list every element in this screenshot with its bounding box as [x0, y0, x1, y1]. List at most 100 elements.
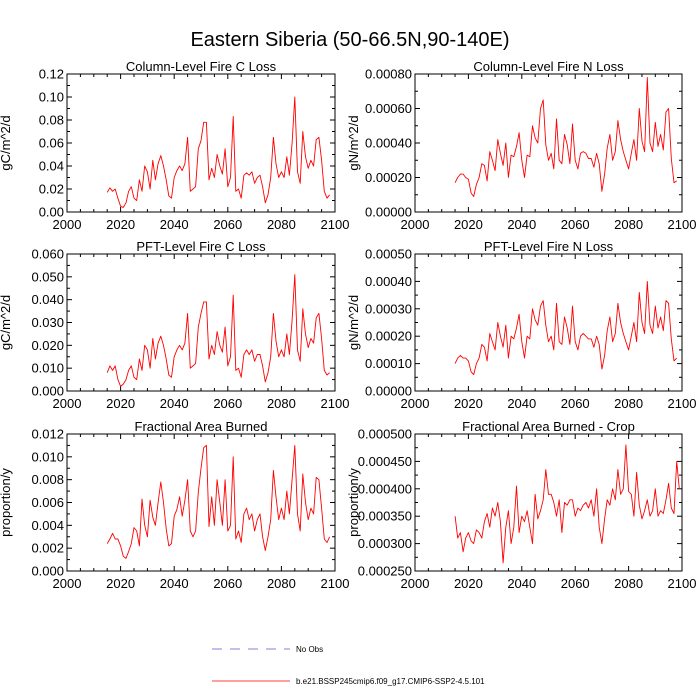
series-line — [454, 77, 677, 197]
panel-3: PFT-Level Fire C Loss gC/m^2/d 0.000 0.010 0… — [0, 239, 349, 411]
x-tick-label: 2060 — [213, 396, 242, 411]
y-tick-label: 0.020 — [31, 338, 64, 353]
y-tick-label: 0.006 — [31, 495, 64, 510]
x-tick-label: 2100 — [668, 217, 697, 232]
legend-model-label: b.e21.BSSP245cmip6.f09_g17.CMIP6-SSP2-4.… — [296, 677, 485, 686]
y-tick-label: 0.008 — [31, 472, 64, 487]
x-tick-label: 2060 — [213, 576, 242, 591]
y-axis-label: gN/m^2/d — [346, 295, 361, 350]
y-tick-label: 0.10 — [39, 90, 64, 105]
y-tick-label: 0.060 — [31, 247, 64, 262]
y-tick-label: 0.000300 — [358, 536, 412, 551]
y-tick-label: 0.030 — [31, 315, 64, 330]
x-tick-label: 2080 — [614, 217, 643, 232]
y-tick-label: 0.00080 — [365, 67, 412, 82]
y-tick-label: 0.010 — [31, 449, 64, 464]
y-tick-label: 0.050 — [31, 269, 64, 284]
y-tick-label: 0.00020 — [365, 329, 412, 344]
x-tick-label: 2000 — [401, 576, 430, 591]
x-tick-label: 2080 — [614, 576, 643, 591]
y-tick-label: 0.08 — [39, 113, 64, 128]
y-tick-label: 0.000250 — [358, 564, 412, 579]
y-tick-label: 0.000 — [31, 564, 64, 579]
y-tick-label: 0.00 — [39, 205, 64, 220]
y-tick-label: 0.00010 — [365, 356, 412, 371]
x-tick-label: 2020 — [106, 396, 135, 411]
y-axis-label: gC/m^2/d — [0, 295, 13, 350]
panel-6: Fractional Area Burned - Crop proportion/… — [346, 419, 696, 591]
x-tick-label: 2000 — [53, 217, 82, 232]
x-tick-label: 2100 — [668, 576, 697, 591]
panel-title: Fractional Area Burned — [135, 419, 268, 434]
y-tick-label: 0.004 — [31, 518, 64, 533]
panel-frame — [414, 73, 683, 213]
x-tick-label: 2060 — [561, 217, 590, 232]
y-axis-label: proportion/y — [346, 468, 361, 537]
legend: No Obs b.e21.BSSP245cmip6.f09_g17.CMIP6-… — [212, 645, 485, 686]
panel-title: Column-Level Fire C Loss — [126, 59, 277, 74]
x-tick-label: 2100 — [321, 396, 350, 411]
panel-1: Column-Level Fire C Loss gC/m^2/d 0.00 0.02… — [0, 59, 349, 232]
panel-title: PFT-Level Fire N Loss — [484, 239, 614, 254]
series-line — [106, 274, 330, 387]
y-axis-label: gN/m^2/d — [346, 115, 361, 170]
y-tick-label: 0.040 — [31, 292, 64, 307]
y-tick-label: 0.00030 — [365, 301, 412, 316]
y-tick-label: 0.00040 — [365, 136, 412, 151]
y-tick-label: 0.02 — [39, 182, 64, 197]
y-tick-label: 0.000450 — [358, 454, 412, 469]
series-line — [106, 96, 330, 208]
x-tick-label: 2040 — [160, 217, 189, 232]
panel-title: PFT-Level Fire C Loss — [136, 239, 266, 254]
x-tick-label: 2040 — [160, 576, 189, 591]
y-tick-label: 0.010 — [31, 361, 64, 376]
x-tick-label: 2060 — [561, 576, 590, 591]
x-tick-label: 2060 — [213, 217, 242, 232]
y-tick-label: 0.12 — [39, 67, 64, 82]
y-axis-label: proportion/y — [0, 468, 13, 537]
y-tick-label: 0.000350 — [358, 509, 412, 524]
y-tick-label: 0.012 — [31, 427, 64, 442]
series-line — [454, 280, 678, 376]
panel-title: Column-Level Fire N Loss — [473, 59, 624, 74]
panel-4: PFT-Level Fire N Loss gN/m^2/d 0.00000 0.00… — [346, 239, 696, 411]
x-tick-label: 2020 — [454, 217, 483, 232]
y-tick-label: 0.00000 — [365, 384, 412, 399]
x-tick-label: 2060 — [561, 396, 590, 411]
x-tick-label: 2100 — [668, 396, 697, 411]
x-tick-label: 2020 — [106, 576, 135, 591]
y-tick-label: 0.000500 — [358, 427, 412, 442]
panel-2: Column-Level Fire N Loss gN/m^2/d 0.00000 0… — [346, 59, 696, 232]
x-tick-label: 2000 — [53, 396, 82, 411]
x-tick-label: 2020 — [106, 217, 135, 232]
y-tick-label: 0.002 — [31, 541, 64, 556]
x-tick-label: 2020 — [454, 576, 483, 591]
panels: Column-Level Fire C Loss gC/m^2/d 0.00 0.02… — [0, 59, 696, 591]
x-tick-label: 2040 — [160, 396, 189, 411]
x-tick-label: 2040 — [507, 217, 536, 232]
y-tick-label: 0.00040 — [365, 274, 412, 289]
x-tick-label: 2000 — [401, 396, 430, 411]
y-tick-label: 0.00000 — [365, 205, 412, 220]
y-tick-label: 0.000400 — [358, 481, 412, 496]
y-tick-label: 0.06 — [39, 136, 64, 151]
y-tick-label: 0.00060 — [365, 101, 412, 116]
x-tick-label: 2020 — [454, 396, 483, 411]
y-tick-label: 0.04 — [39, 159, 64, 174]
panel-5: Fractional Area Burned proportion/y 0.000 0… — [0, 419, 349, 591]
series-line — [454, 444, 680, 564]
x-tick-label: 2000 — [401, 217, 430, 232]
figure-title: Eastern Siberia (50-66.5N,90-140E) — [190, 29, 509, 51]
y-axis-label: gC/m^2/d — [0, 115, 13, 170]
x-tick-label: 2080 — [267, 217, 296, 232]
series-line — [106, 444, 331, 559]
y-tick-label: 0.00050 — [365, 247, 412, 262]
x-tick-label: 2100 — [321, 576, 350, 591]
y-tick-label: 0.00020 — [365, 170, 412, 185]
x-tick-label: 2080 — [614, 396, 643, 411]
panel-frame — [414, 433, 683, 572]
legend-obs-label: No Obs — [296, 645, 323, 654]
x-tick-label: 2040 — [507, 396, 536, 411]
x-tick-label: 2000 — [53, 576, 82, 591]
